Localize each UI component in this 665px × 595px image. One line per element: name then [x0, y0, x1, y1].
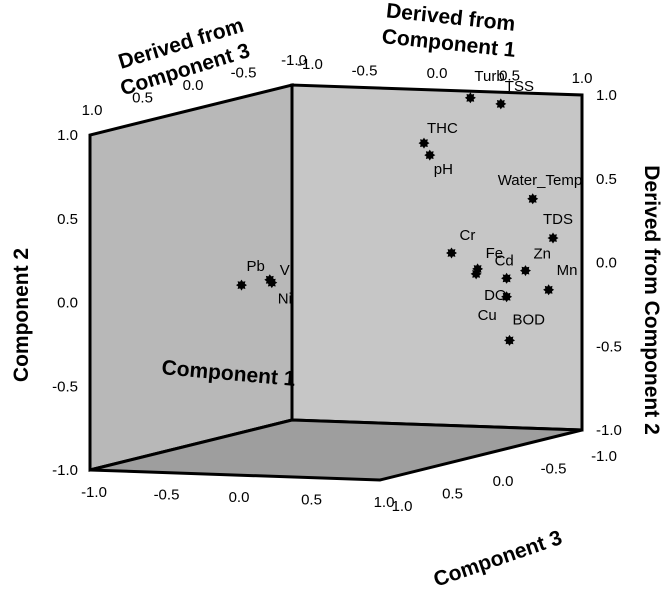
derived-y-tick-label: -0.5: [596, 338, 622, 355]
derived-y-tick-label: 1.0: [596, 87, 617, 104]
y-tick-label: -1.0: [52, 462, 78, 479]
point-label-cd: Cd: [495, 252, 514, 269]
point-cr: [446, 247, 457, 259]
derived-y-tick-label: -1.0: [596, 422, 622, 439]
z-tick-label: 1.0: [392, 498, 413, 515]
y-tick-label: -0.5: [52, 378, 78, 395]
x-tick-label: -0.5: [154, 487, 180, 504]
z-tick-label: 0.0: [493, 473, 514, 490]
point-label-thc: THC: [427, 120, 458, 137]
derived-x-tick-label: 0.5: [499, 68, 520, 85]
point-bod: [504, 334, 515, 346]
point-label-zn: Zn: [534, 246, 552, 263]
y-tick-label: 0.5: [57, 211, 78, 228]
derived-z-tick-label: -1.0: [281, 52, 307, 69]
x-tick-label: 0.0: [229, 489, 250, 506]
point-label-pb: Pb: [247, 258, 265, 275]
derived-x-corner-tick-label: -1.0: [297, 56, 323, 73]
point-label-ni: Ni: [278, 291, 292, 308]
derived-z-tick-label: -0.5: [231, 65, 257, 82]
point-label-cu: Cu: [478, 307, 497, 324]
left-wall: [88, 83, 294, 472]
derived-x-tick-label: 0.0: [427, 65, 448, 82]
derived-z-tick-label: 1.0: [82, 102, 103, 119]
point-label-mn: Mn: [557, 262, 578, 279]
z-tick-label: -1.0: [591, 448, 617, 465]
z-axis-title: Component 3: [431, 526, 565, 591]
floor: [89, 418, 583, 482]
point-label-bod: BOD: [513, 311, 546, 328]
point-label-tss: TSS: [505, 78, 534, 95]
derived-x-tick-label: -0.5: [352, 63, 378, 80]
point-water-temp: [527, 193, 539, 205]
derived-z-tick-label: 0.5: [132, 90, 153, 107]
y-axis-title: Component 2: [10, 248, 33, 382]
derived-y-tick-label: 0.5: [596, 171, 617, 188]
tick-labels: -1.0 -0.5 0.0 0.5 1.01.00.50.0-0.5-1.01.00.5…: [52, 52, 622, 515]
point-tss: [495, 98, 507, 110]
point-mn: [543, 284, 555, 296]
point-tds: [547, 232, 559, 244]
point-cd: [501, 272, 513, 284]
x-tick-label: -1.0: [81, 484, 107, 501]
point-ni: [266, 277, 278, 289]
point-label-tds: TDS: [543, 211, 573, 228]
derived-x-tick-label: 1.0: [572, 70, 593, 87]
point-do: [470, 268, 482, 280]
z-tick-label: -0.5: [541, 461, 567, 478]
x-tick-label: 1.0: [374, 494, 395, 511]
point-pb: [236, 279, 247, 291]
point-cu: [501, 291, 513, 303]
point-label-water-temp: Water_Temp: [498, 172, 582, 189]
point-label-turb: Turb: [474, 68, 504, 85]
point-zn: [520, 265, 531, 277]
chart-walls: [88, 83, 584, 482]
point-label-do: DO: [484, 287, 507, 304]
point-label-v: V: [280, 262, 290, 279]
point-thc: [418, 137, 430, 149]
derived-y-tick-label: 0.0: [596, 255, 617, 272]
z-tick-label: 0.5: [442, 486, 463, 503]
y-tick-label: 1.0: [57, 127, 78, 144]
point-turb: [464, 92, 476, 104]
point-label-ph: pH: [434, 161, 453, 178]
x-tick-label: 0.5: [301, 492, 322, 509]
derived-z-tick-label: 0.0: [183, 77, 204, 94]
point-ph: [424, 149, 436, 161]
point-label-cr: Cr: [460, 227, 476, 244]
derived-y-axis-title: Derived from Component 2: [640, 165, 663, 435]
point-label-fe: Fe: [486, 245, 504, 262]
y-tick-label: 0.0: [57, 295, 78, 312]
